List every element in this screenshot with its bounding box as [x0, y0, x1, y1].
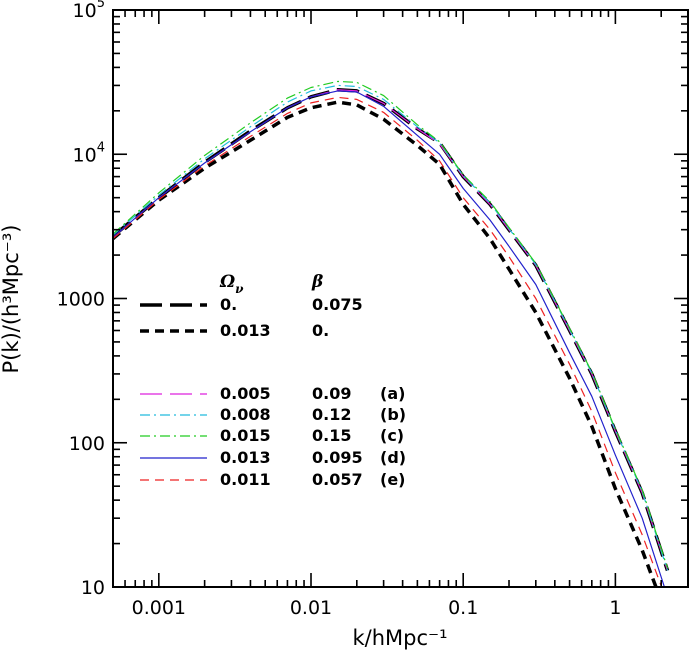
- y-tick-label: 100: [69, 433, 105, 455]
- legend-omega-value: 0.015: [220, 426, 271, 445]
- y-tick-label: 105: [73, 0, 105, 22]
- x-tick-label: 1: [609, 597, 621, 619]
- legend-omega-value: 0.013: [220, 448, 271, 467]
- legend-tag: (e): [380, 470, 405, 489]
- plot-frame: [112, 9, 689, 588]
- legend-beta-value: 0.075: [312, 295, 363, 314]
- y-tick-label: 104: [73, 140, 105, 166]
- legend-beta-value: 0.12: [312, 405, 351, 424]
- legend-omega-value: 0.008: [220, 405, 271, 424]
- series-line-3: [113, 89, 669, 571]
- ticks-layer: 0.001 0.01 0.1 1 10 100 1000 104 105: [57, 0, 688, 619]
- x-tick-label: 0.001: [132, 597, 186, 619]
- legend-omega-value: 0.005: [220, 384, 271, 403]
- x-axis-title: k/hMpc⁻¹: [352, 626, 447, 650]
- x-tick-label: 0.01: [290, 597, 332, 619]
- series-layer: [113, 80, 670, 587]
- series-line-5: [113, 80, 669, 569]
- legend-header-beta: β: [311, 272, 323, 292]
- legend-omega-value: 0.013: [220, 321, 271, 340]
- legend-beta-value: 0.057: [312, 470, 363, 489]
- legend-beta-value: 0.15: [312, 426, 351, 445]
- series-line-4: [113, 84, 669, 571]
- series-line-1: [113, 87, 670, 572]
- x-tick-label: 0.1: [448, 597, 478, 619]
- y-tick-label: 10: [81, 577, 105, 599]
- legend-beta-value: 0.095: [312, 448, 363, 467]
- legend-tag: (c): [380, 426, 404, 445]
- legend-omega-value: 0.: [220, 295, 237, 314]
- series-line-7: [113, 96, 663, 587]
- legend-beta-value: 0.09: [312, 384, 351, 403]
- legend-tag: (a): [380, 384, 405, 403]
- legend-tag: (d): [380, 448, 406, 467]
- legend: Ων β 0. 0.075 0.013 0. 0.005 0.09 (a) 0.008 0.12 (b…: [140, 272, 406, 489]
- y-axis-title: P(k)/(h³Mpc⁻³): [0, 225, 23, 374]
- legend-header-omega: Ων: [219, 272, 244, 296]
- series-line-6: [113, 90, 665, 587]
- y-tick-label: 1000: [57, 289, 105, 311]
- legend-tag: (b): [380, 405, 406, 424]
- series-line-2: [113, 100, 658, 587]
- legend-omega-value: 0.011: [220, 470, 271, 489]
- legend-beta-value: 0.: [312, 321, 329, 340]
